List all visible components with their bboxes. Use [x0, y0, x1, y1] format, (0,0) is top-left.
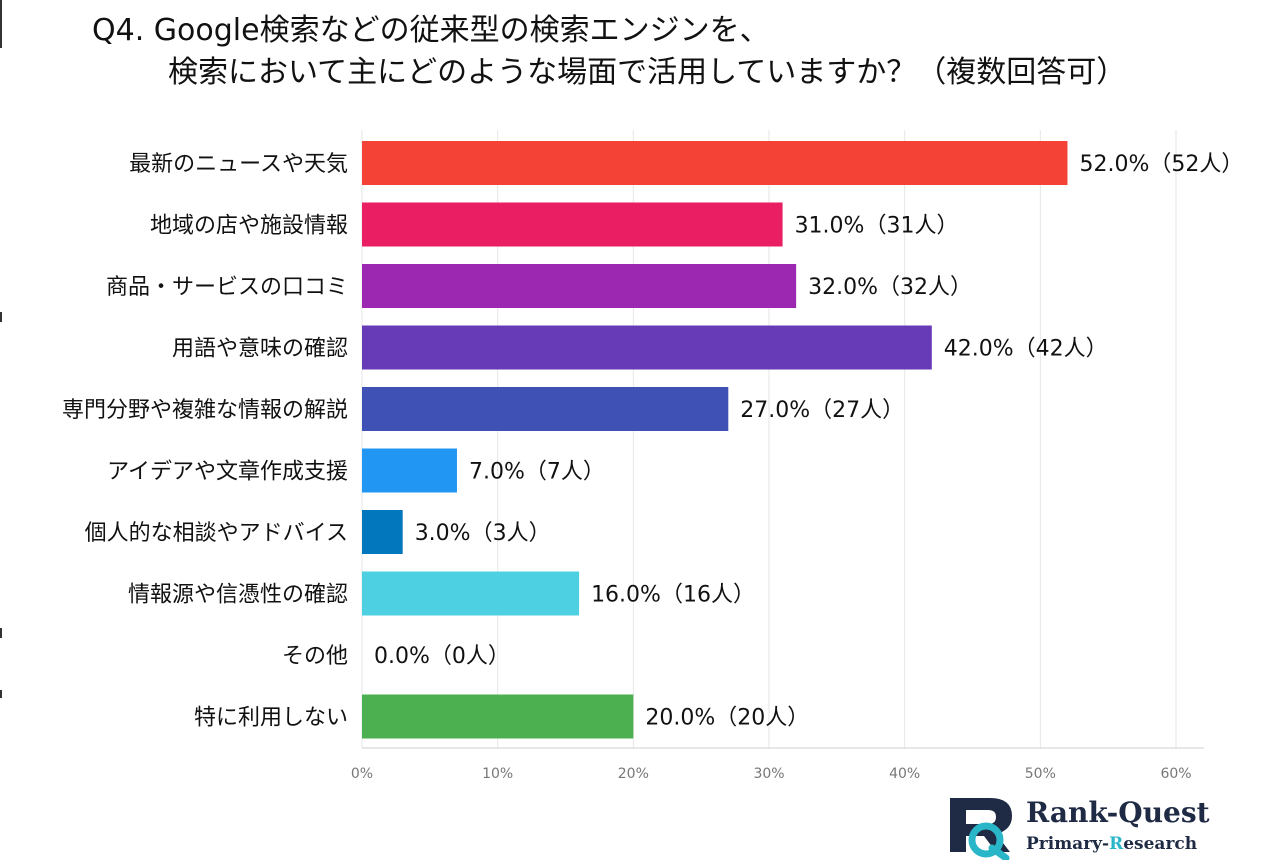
- data-label: 0.0%（0人）: [374, 644, 510, 669]
- data-label: 16.0%（16人）: [591, 583, 755, 608]
- chart-title: Q4. Google検索などの従来型の検索エンジンを、 検索において主にどのよう…: [0, 10, 1280, 94]
- data-label: 3.0%（3人）: [415, 521, 551, 546]
- x-tick-label: 60%: [1160, 766, 1191, 782]
- x-tick-label: 0%: [351, 766, 373, 782]
- bar: [362, 387, 729, 431]
- category-label: 特に利用しない: [194, 706, 348, 731]
- bar: [362, 141, 1068, 185]
- bar: [362, 202, 783, 247]
- bar: [362, 694, 634, 739]
- category-label: アイデアや文章作成支援: [107, 460, 348, 485]
- bar: [362, 510, 403, 554]
- data-label: 7.0%（7人）: [469, 460, 605, 485]
- logo-sub-text-c: esearch: [1123, 834, 1198, 854]
- category-label: その他: [282, 644, 348, 669]
- data-label: 20.0%（20人）: [645, 706, 809, 731]
- category-label: 商品・サービスの口コミ: [106, 275, 348, 300]
- bar: [362, 571, 580, 616]
- bar: [362, 264, 797, 308]
- left-border-mark-3: [0, 690, 2, 698]
- data-label: 27.0%（27人）: [740, 398, 904, 423]
- logo-sub-text-accent: R: [1109, 834, 1124, 854]
- rank-quest-logo-icon: [950, 798, 1012, 860]
- left-border-top: [0, 0, 2, 48]
- category-label: 個人的な相談やアドバイス: [85, 521, 348, 546]
- category-label: 専門分野や複雑な情報の解説: [62, 398, 348, 423]
- rank-quest-logo: Rank-Quest Primary-Research: [946, 794, 1246, 860]
- category-label: 地域の店や施設情報: [150, 214, 348, 239]
- x-tick-label: 40%: [889, 766, 920, 782]
- left-border-mark-2: [0, 628, 2, 638]
- data-label: 42.0%（42人）: [944, 337, 1108, 362]
- bar: [362, 448, 457, 493]
- x-tick-label: 20%: [618, 766, 649, 782]
- logo-sub-text: Primary-Research: [1026, 834, 1197, 854]
- x-tick-label: 50%: [1025, 766, 1056, 782]
- left-border-mark-1: [0, 312, 2, 322]
- category-label: 用語や意味の確認: [172, 337, 348, 362]
- x-tick-label: 30%: [753, 766, 784, 782]
- logo-sub-text-a: Primary-: [1026, 834, 1110, 854]
- data-label: 52.0%（52人）: [1079, 152, 1243, 177]
- category-label: 最新のニュースや天気: [129, 152, 348, 177]
- data-label: 32.0%（32人）: [808, 275, 972, 300]
- data-label: 31.0%（31人）: [795, 214, 959, 239]
- chart-title-line-2: 検索において主にどのような場面で活用していますか？（複数回答可）: [168, 55, 1127, 90]
- chart-title-line-1: Q4. Google検索などの従来型の検索エンジンを、: [92, 13, 770, 48]
- bar: [362, 325, 932, 370]
- category-label: 情報源や信憑性の確認: [128, 583, 348, 608]
- x-tick-label: 10%: [482, 766, 513, 782]
- logo-brand-text: Rank-Quest: [1026, 796, 1210, 829]
